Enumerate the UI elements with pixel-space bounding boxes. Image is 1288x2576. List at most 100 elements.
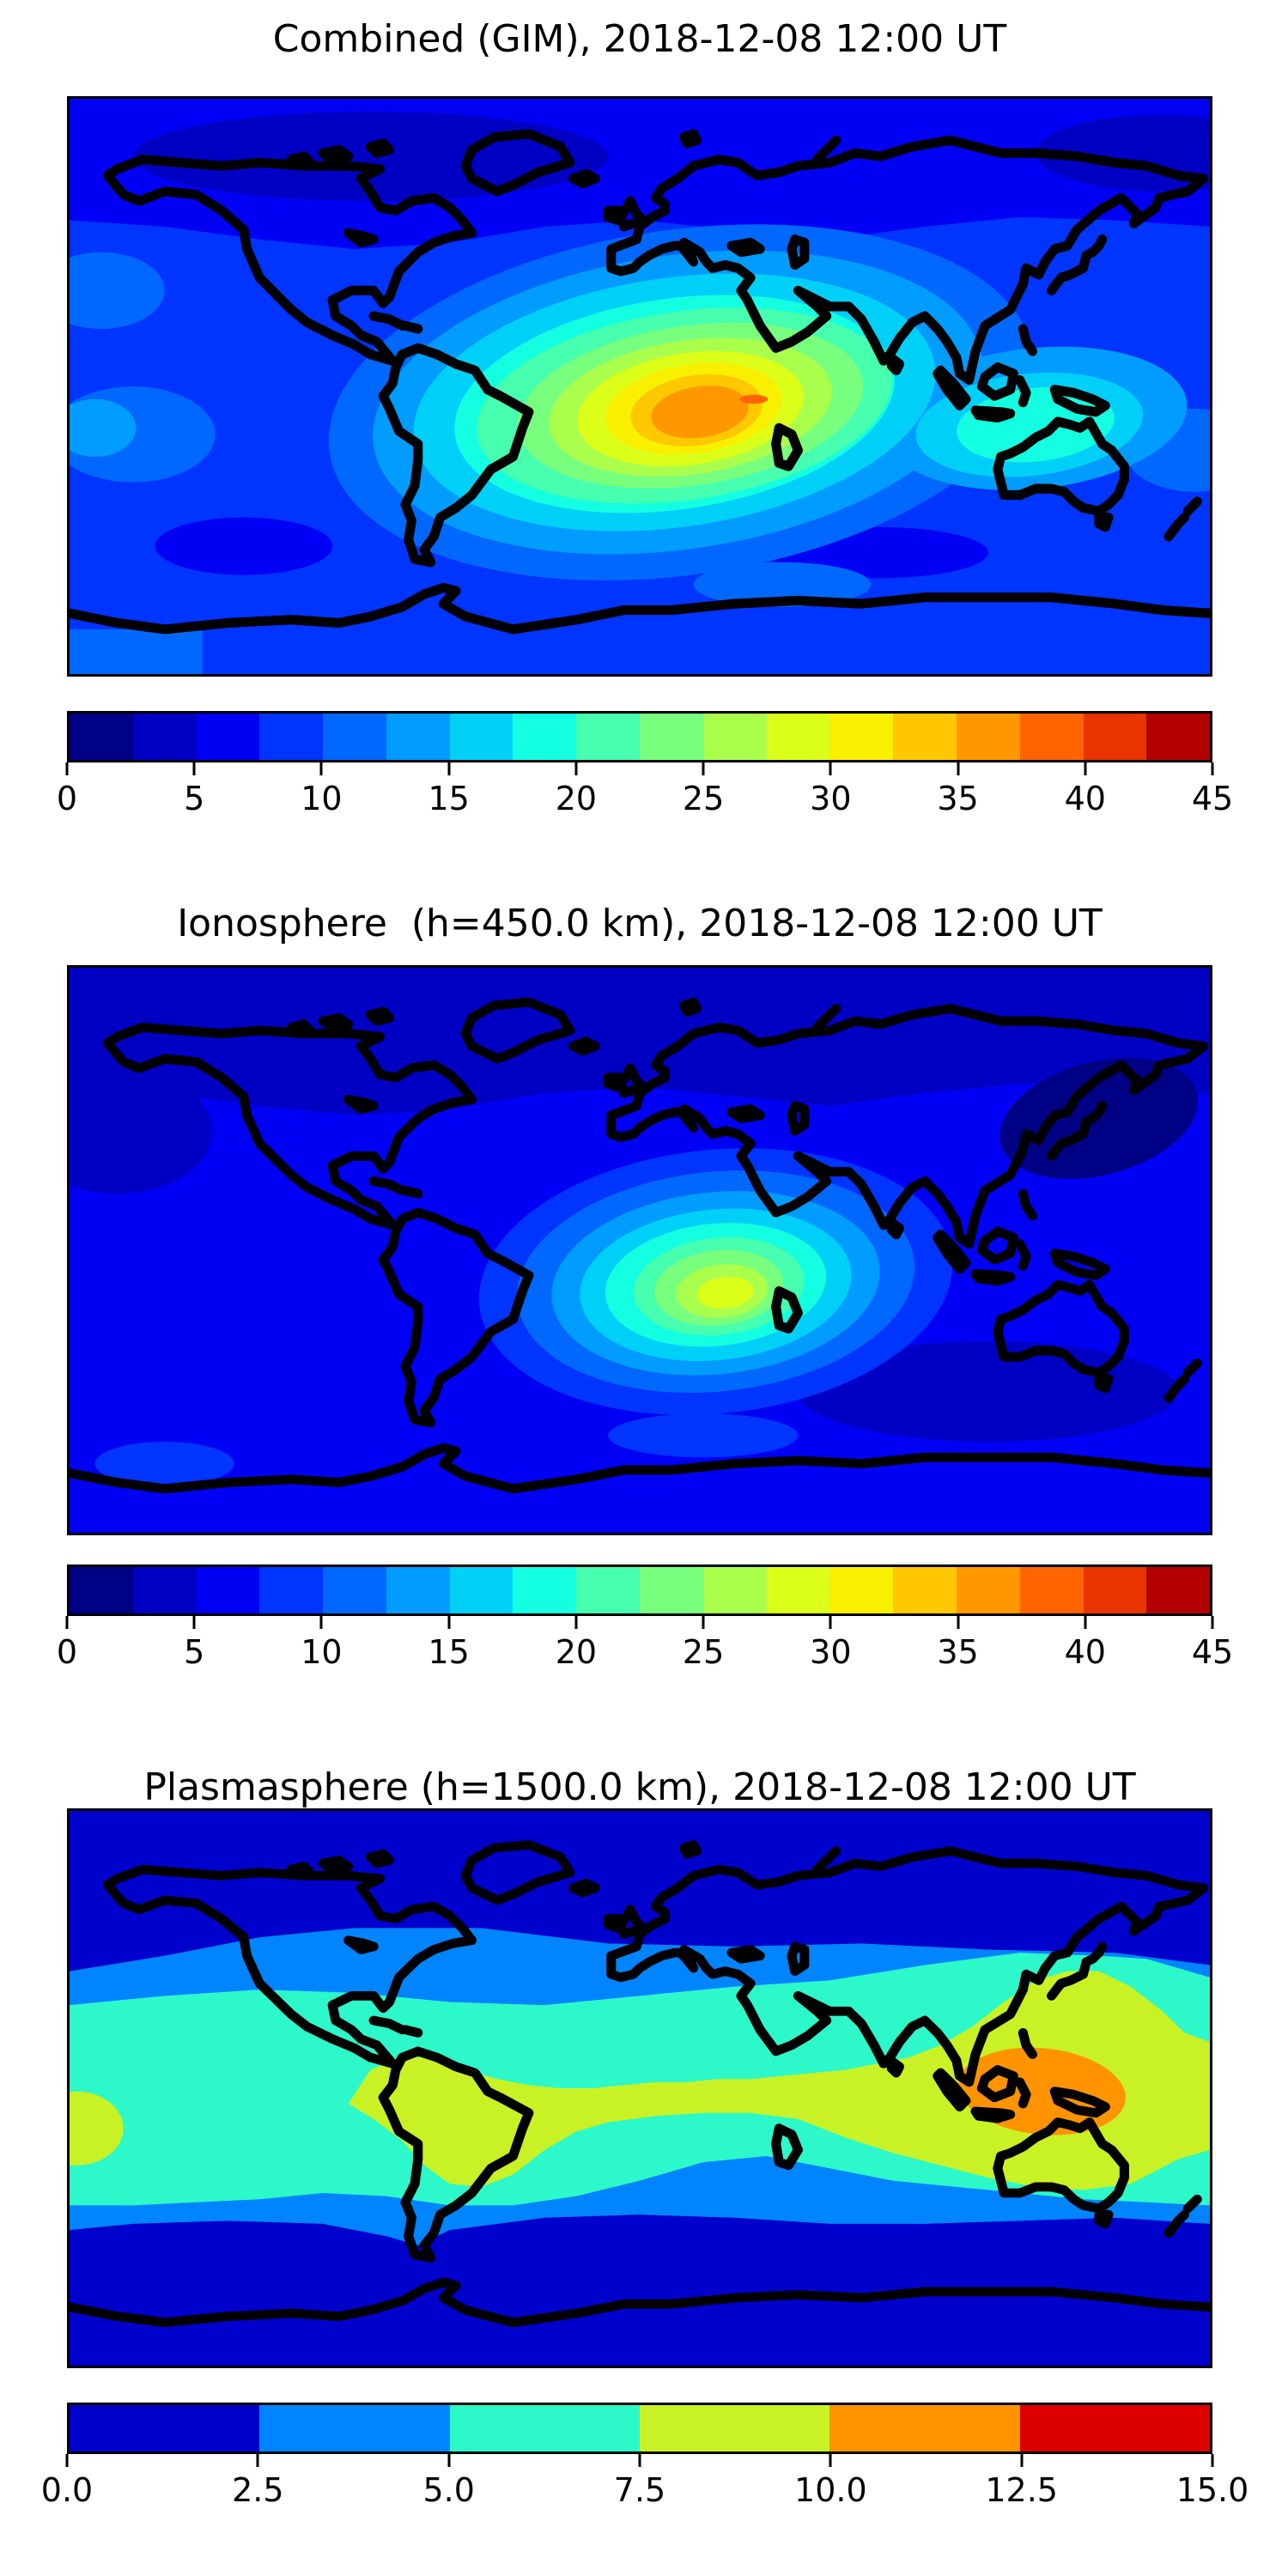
colorbar-segment xyxy=(639,2405,830,2451)
contour-region xyxy=(132,111,609,202)
colorbar-segment xyxy=(1019,1567,1084,1613)
colorbar-segment xyxy=(829,1567,894,1613)
panel3-colorbar: 0.0 2.5 5.0 7.5 10.0 12.5 15.0 xyxy=(41,2403,1249,2523)
contour-region xyxy=(739,394,769,404)
colorbar-tick-label: 15 xyxy=(428,1633,470,1671)
panel2-map-canvas xyxy=(70,968,1210,1533)
colorbar-segment xyxy=(513,714,577,760)
panel1-title: Combined (GIM), 2018-12-08 12:00 UT xyxy=(272,17,1007,61)
colorbar-segment xyxy=(766,1567,830,1613)
colorbar-segment xyxy=(259,2405,450,2451)
colorbar-tick-label: 25 xyxy=(682,780,725,817)
contour-region xyxy=(651,386,749,439)
colorbar-segment xyxy=(893,714,957,760)
colorbar-tick xyxy=(829,1616,832,1629)
colorbar-tick-label: 30 xyxy=(810,780,852,817)
colorbar-segment xyxy=(132,714,197,760)
colorbar-tick xyxy=(702,762,705,775)
colorbar-tick-label: 0 xyxy=(56,780,78,817)
colorbar-tick-label: 7.5 xyxy=(613,2471,666,2509)
panel2-colorbar: 0 5 10 15 20 25 30 35 40 45 xyxy=(57,1564,1233,1685)
contour-region xyxy=(70,398,137,457)
colorbar-axis: 0.0 2.5 5.0 7.5 10.0 12.5 15.0 xyxy=(41,2454,1249,2523)
colorbar-segment xyxy=(956,1567,1020,1613)
colorbar-tick xyxy=(256,2454,259,2467)
colorbar-tick xyxy=(1211,2454,1214,2467)
colorbar-segment xyxy=(323,714,386,760)
colorbar-tick-label: 35 xyxy=(937,1633,979,1671)
colorbar-segment xyxy=(449,714,513,760)
colorbar-segment xyxy=(70,2405,260,2451)
colorbar-segment xyxy=(323,1567,386,1613)
colorbar-tick-label: 0.0 xyxy=(40,2471,94,2509)
panel1-colorbar: 0 5 10 15 20 25 30 35 40 45 xyxy=(57,711,1233,831)
colorbar-tick-label: 5 xyxy=(184,780,205,817)
colorbar-tick xyxy=(65,762,69,775)
contour-region xyxy=(693,562,872,607)
colorbar-tick xyxy=(192,762,196,775)
contour-region xyxy=(70,2091,124,2166)
colorbar-segment xyxy=(640,1567,703,1613)
panel3-map-canvas xyxy=(70,1811,1210,2366)
colorbar-tick xyxy=(447,1616,451,1629)
colorbar-tick xyxy=(829,2454,832,2467)
colorbar-segment xyxy=(766,714,830,760)
colorbar-segment xyxy=(132,1567,197,1613)
colorbar-segment xyxy=(386,1567,450,1613)
colorbar-segment xyxy=(513,1567,577,1613)
colorbar-tick-label: 45 xyxy=(1191,1633,1234,1671)
colorbar-segment xyxy=(449,1567,513,1613)
colorbar-tick xyxy=(65,2454,69,2467)
colorbar-segment xyxy=(640,714,703,760)
colorbar-axis: 0 5 10 15 20 25 30 35 40 45 xyxy=(57,762,1233,831)
colorbar-segment xyxy=(70,1567,133,1613)
colorbar-tick xyxy=(319,1616,323,1629)
colorbar-segment xyxy=(1019,2405,1210,2451)
colorbar-tick-label: 10 xyxy=(301,1633,343,1671)
colorbar-tick-label: 35 xyxy=(937,780,979,817)
colorbar-segment xyxy=(956,714,1020,760)
colorbar-tick xyxy=(702,1616,705,1629)
colorbar-segment xyxy=(1019,714,1084,760)
colorbar-segment xyxy=(702,1567,767,1613)
colorbar-segment xyxy=(196,1567,260,1613)
colorbar-segment xyxy=(1146,714,1211,760)
colorbar-segment xyxy=(576,1567,641,1613)
colorbar-tick xyxy=(574,1616,578,1629)
colorbar-tick-label: 25 xyxy=(682,1633,725,1671)
colorbar-tick-label: 20 xyxy=(555,1633,598,1671)
colorbar-tick-label: 15.0 xyxy=(1176,2471,1249,2509)
contour-region xyxy=(696,1276,754,1309)
colorbar-tick-label: 40 xyxy=(1064,780,1106,817)
colorbar-segment xyxy=(829,714,894,760)
colorbar-tick-label: 40 xyxy=(1064,1633,1106,1671)
colorbar-tick-label: 15 xyxy=(428,780,470,817)
colorbar-segment xyxy=(576,714,641,760)
contour-region xyxy=(94,1441,234,1486)
contour-region xyxy=(70,252,165,329)
colorbar-tick xyxy=(957,762,960,775)
contour-region xyxy=(70,629,203,674)
colorbar-tick xyxy=(319,762,323,775)
colorbar-tick-label: 45 xyxy=(1191,780,1234,817)
panel3-title: Plasmasphere (h=1500.0 km), 2018-12-08 1… xyxy=(143,1765,1136,1809)
colorbar-segment xyxy=(1083,714,1147,760)
contour-region xyxy=(70,1067,212,1194)
contour-region xyxy=(155,517,333,575)
colorbar-tick-label: 12.5 xyxy=(985,2471,1058,2509)
colorbar-gradient xyxy=(67,711,1212,762)
colorbar-tick xyxy=(447,2454,451,2467)
colorbar-tick xyxy=(574,762,578,775)
colorbar-tick xyxy=(192,1616,196,1629)
colorbar-tick-label: 0 xyxy=(56,1633,78,1671)
colorbar-tick-label: 30 xyxy=(810,1633,852,1671)
colorbar-tick-label: 10 xyxy=(301,780,343,817)
colorbar-gradient xyxy=(67,1564,1212,1616)
colorbar-segment xyxy=(386,714,450,760)
colorbar-tick xyxy=(1211,1616,1214,1629)
colorbar-tick xyxy=(638,2454,641,2467)
panel2-map xyxy=(67,965,1212,1535)
colorbar-segment xyxy=(259,714,324,760)
contour-region xyxy=(608,1413,799,1458)
